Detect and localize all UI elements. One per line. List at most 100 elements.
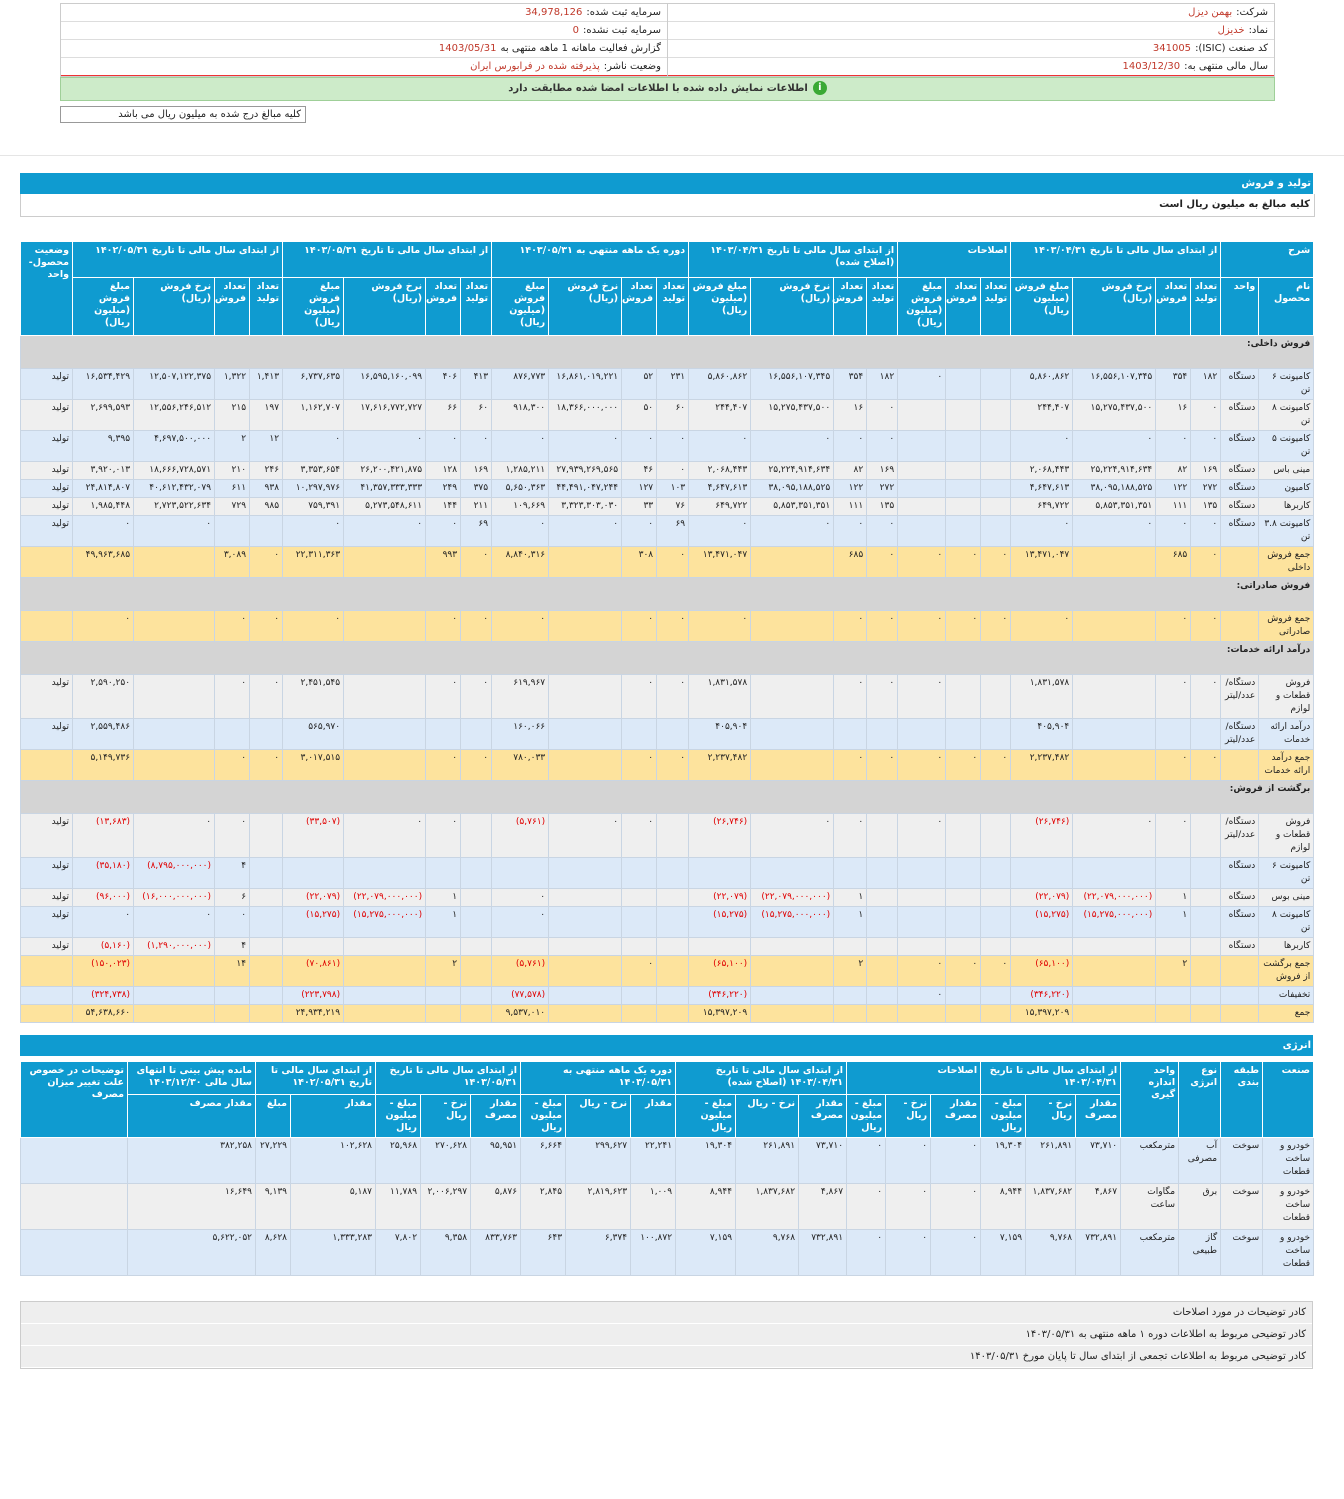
total-row: جمع برگشت از فروش ۲ (۶۵,۱۰۰) ۰ ۰ ۰ ۲ (۶۵,۱۰۰) ۰(… — [20, 955, 1315, 987]
table-cell: ۰ — [885, 1137, 932, 1184]
group-header: دوره یک ماهه منتهی به ۱۴۰۳/۰۵/۳۱ — [491, 241, 690, 278]
table-cell: ۰ — [656, 430, 690, 462]
table-cell — [1220, 1004, 1260, 1023]
data-row: کاربرها دستگاه ۱۳۵ ۱۱۱ ۵,۸۵۳,۳۵۱,۳۵۱ ۶۴۹,۷۲۲ ۱… — [20, 497, 1315, 516]
table-cell: ۰ — [656, 674, 690, 719]
table-cell: ۵,۲۷۳,۵۴۸,۶۱۱ — [343, 497, 427, 516]
table-cell: ۰ — [688, 430, 752, 462]
table-cell: ۳۸,۰۹۵,۱۸۸,۵۲۵ — [750, 479, 835, 498]
table-cell: (۵,۷۶۱) — [491, 955, 550, 987]
table-cell: ۶۱۱ — [214, 479, 251, 498]
table-cell — [897, 718, 947, 750]
table-cell: ۱۶۹ — [1190, 461, 1222, 480]
table-cell — [980, 906, 1012, 938]
table-cell — [133, 718, 216, 750]
table-cell: درآمد ارائه خدمات — [1258, 718, 1315, 750]
table-cell: ۰ — [460, 610, 493, 642]
table-cell — [20, 1137, 128, 1184]
table-cell: ۰ — [214, 610, 251, 642]
table-cell — [656, 718, 690, 750]
table-cell: دستگاه/عدد/لیتر — [1220, 674, 1260, 719]
table-cell: (۲۲,۰۷۹) — [688, 888, 752, 907]
table-cell: ۴۴,۴۹۱,۰۴۷,۲۴۴ — [548, 479, 623, 498]
table-cell — [548, 749, 623, 781]
table-cell: ۰ — [71, 515, 135, 547]
table-cell: تولید — [20, 430, 73, 462]
table-cell: ۳,۳۲۳,۳۰۳,۰۳۰ — [548, 497, 623, 516]
table-cell: ۱۰,۲۹۷,۹۷۶ — [282, 479, 345, 498]
table-head: صنعت طبقه بندی نوع انرژی واحد اندازه گیری از… — [20, 1061, 1315, 1138]
table-cell: ۱۲,۵۵۶,۲۴۶,۵۱۲ — [133, 399, 216, 431]
table-cell — [343, 718, 427, 750]
table-cell: ۹,۵۳۷,۰۱۰ — [491, 1004, 550, 1023]
table-cell — [343, 857, 427, 889]
table-cell: ۰ — [945, 610, 982, 642]
table-cell: (۶۵,۱۰۰) — [688, 955, 752, 987]
table-cell: ۷,۱۵۹ — [980, 1229, 1027, 1276]
column-header: مبلغ - میلیون ریال — [375, 1094, 422, 1138]
table-cell: ۹۱۸,۳۰۰ — [491, 399, 550, 431]
table-cell: ۲ — [833, 955, 868, 987]
table-cell: ۵,۶۵۰,۳۶۳ — [491, 479, 550, 498]
table-cell — [343, 674, 427, 719]
table-cell — [460, 986, 493, 1005]
table-cell — [945, 430, 982, 462]
table-cell — [945, 515, 982, 547]
table-cell: ۹,۷۶۸ — [735, 1229, 800, 1276]
table-cell: ۴,۸۶۷ — [798, 1183, 848, 1230]
table-cell — [249, 955, 284, 987]
table-cell: ۰ — [425, 515, 462, 547]
table-cell: ۰ — [460, 674, 493, 719]
column-header: مقدار — [290, 1094, 377, 1138]
table-cell: ۰ — [282, 610, 345, 642]
table-cell: خودرو و ساخت قطعات — [1262, 1229, 1315, 1276]
table-cell: کامیونت ۸ تن — [1258, 906, 1315, 938]
table-cell — [343, 955, 427, 987]
table-cell: ۰ — [930, 1137, 982, 1184]
table-cell — [1072, 546, 1157, 578]
table-cell — [1155, 857, 1192, 889]
table-cell: ۱,۸۳۷,۶۸۲ — [1025, 1183, 1077, 1230]
table-cell — [20, 610, 73, 642]
table-cell — [980, 430, 1012, 462]
table-cell: ۰ — [846, 1137, 887, 1184]
table-cell: ۵,۸۵۳,۳۵۱,۳۵۱ — [750, 497, 835, 516]
table-cell: ۰ — [1190, 610, 1222, 642]
table-cell: ۲۷۲ — [1190, 479, 1222, 498]
table-cell — [214, 1004, 251, 1023]
table-cell: ۱۲۷ — [621, 479, 658, 498]
table-cell — [425, 937, 462, 956]
table-cell — [866, 986, 899, 1005]
table-cell — [1155, 986, 1192, 1005]
table-cell — [1190, 718, 1222, 750]
table-cell — [945, 888, 982, 907]
table-cell — [460, 906, 493, 938]
table-cell — [425, 857, 462, 889]
table-cell: ۰ — [846, 1183, 887, 1230]
table-cell — [656, 986, 690, 1005]
table-cell — [866, 888, 899, 907]
table-cell: ۰ — [548, 515, 623, 547]
column-header: مبلغ - میلیون ریال — [520, 1094, 567, 1138]
table-cell — [866, 718, 899, 750]
table-cell: ۶۸۵ — [1155, 546, 1192, 578]
table-cell: ۱ — [1155, 888, 1192, 907]
table-cell: ۲۴,۹۳۴,۲۱۹ — [282, 1004, 345, 1023]
column-header: نرخ فروش (ریال) — [1072, 277, 1157, 336]
table-cell: ۱,۲۸۵,۲۱۱ — [491, 461, 550, 480]
table-cell — [945, 479, 982, 498]
table-cell — [866, 937, 899, 956]
table-cell: تولید — [20, 399, 73, 431]
table-cell: ۰ — [548, 430, 623, 462]
table-cell: مینی باس — [1258, 461, 1315, 480]
table-cell: ۲,۷۲۳,۵۲۲,۶۳۴ — [133, 497, 216, 516]
table-cell — [491, 857, 550, 889]
data-row: فروش قطعات و لوازم دستگاه/عدد/لیتر ۰ ۰ ۱,۸۳۱… — [20, 674, 1315, 719]
table-cell — [621, 906, 658, 938]
table-cell: ۰ — [885, 1229, 932, 1276]
column-header: تعداد تولید — [249, 277, 284, 336]
data-row: کامیونت ۶ تن دستگاه ۱۸۲ ۳۵۴ ۱۶,۵۵۶,۱۰۷,۳۴۵ ۵,… — [20, 368, 1315, 400]
header-row: شرح از ابتدای سال مالی تا تاریخ ۱۴۰۳/۰۴/۳… — [20, 241, 1315, 336]
data-row: کامیونت ۳.۸ تن دستگاه ۰ ۰ ۰ ۰ ۰ ۰ ۰ ۰ ۶۹ ۰ ۰ ۰ ۶۹ ۰ ۰ ۰ ۰ ۰… — [20, 515, 1315, 547]
info-column: سرمایه ثبت شده:34,978,126 سرمایه ثبت نشده… — [61, 4, 668, 76]
